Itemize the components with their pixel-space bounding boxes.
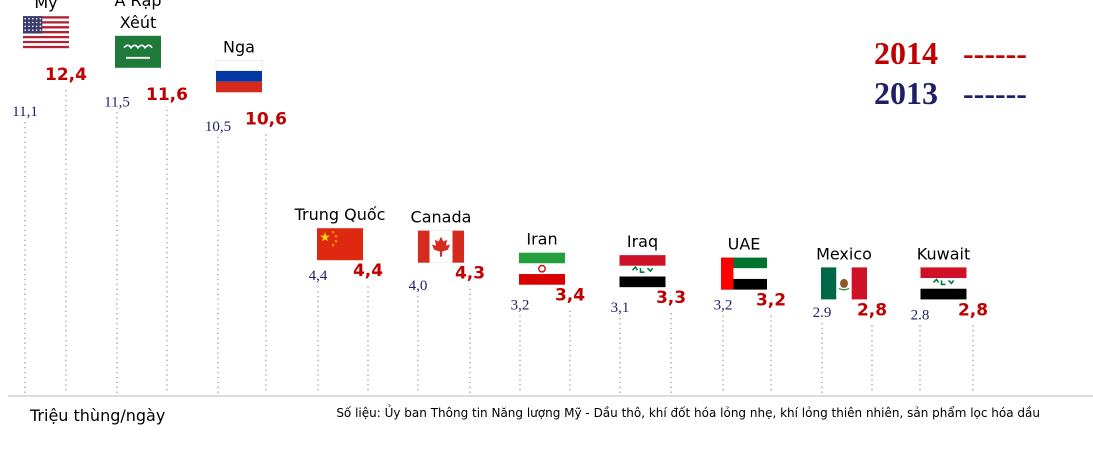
value-2013-2: 10,5 bbox=[205, 119, 231, 135]
mexico-flag bbox=[821, 267, 867, 300]
bars-layer bbox=[24, 90, 974, 394]
legend-2014-line: ------ bbox=[963, 35, 1027, 71]
value-2013-4: 4,0 bbox=[409, 278, 428, 294]
country-label-5: Iran bbox=[526, 230, 557, 249]
value-2014-9: 2,8 bbox=[958, 300, 988, 320]
labels-layer: 11,1 12,4 Mỹ 11,5 11,6 Ả Rập Xêút 10,5 10,6 Nga 4,… bbox=[12, 0, 988, 323]
value-2013-3: 4,4 bbox=[309, 268, 328, 284]
uae-flag bbox=[721, 257, 767, 290]
legend-2013-line: ------ bbox=[963, 75, 1027, 111]
value-2014-6: 3,3 bbox=[656, 288, 686, 308]
country-label-6: Iraq bbox=[627, 232, 658, 251]
china-flag bbox=[317, 228, 363, 261]
value-2014-3: 4,4 bbox=[353, 261, 383, 281]
legend-2014-label: 2014 bbox=[874, 35, 938, 71]
iraq-flag bbox=[619, 255, 666, 288]
country-label-1-1: Xêút bbox=[120, 13, 157, 32]
country-label-3: Trung Quốc bbox=[294, 205, 386, 224]
value-2013-8: 2.9 bbox=[813, 305, 832, 321]
value-2014-0: 12,4 bbox=[45, 65, 87, 85]
country-label-1-0: Ả Rập bbox=[114, 0, 161, 10]
value-2013-7: 3,2 bbox=[714, 298, 733, 314]
country-label-4: Canada bbox=[411, 208, 472, 227]
flags-layer bbox=[23, 16, 967, 300]
legend-2013-label: 2013 bbox=[874, 75, 938, 111]
value-2013-0: 11,1 bbox=[12, 104, 38, 120]
country-label-0: Mỹ bbox=[34, 0, 57, 12]
country-label-2: Nga bbox=[223, 37, 255, 56]
russia-flag bbox=[215, 60, 263, 93]
value-2014-4: 4,3 bbox=[455, 264, 485, 284]
value-2013-9: 2.8 bbox=[911, 307, 930, 323]
country-label-9: Kuwait bbox=[917, 244, 970, 263]
value-2013-1: 11,5 bbox=[104, 94, 130, 110]
unit-label: Triệu thùng/ngày bbox=[29, 406, 165, 425]
value-2014-1: 11,6 bbox=[146, 85, 188, 105]
usa-flag bbox=[23, 16, 69, 49]
value-2014-2: 10,6 bbox=[245, 109, 287, 129]
saudi-flag bbox=[115, 35, 161, 68]
country-label-8: Mexico bbox=[816, 244, 872, 263]
canada-flag bbox=[417, 230, 465, 263]
value-2013-5: 3,2 bbox=[511, 298, 530, 314]
value-2014-7: 3,2 bbox=[756, 291, 786, 311]
legend: 2014 ------ 2013 ------ bbox=[874, 35, 1027, 111]
country-label-7: UAE bbox=[728, 235, 761, 254]
value-2014-5: 3,4 bbox=[555, 286, 585, 306]
value-2013-6: 3,1 bbox=[611, 300, 630, 316]
kuwait-flag bbox=[920, 267, 967, 300]
iran-flag bbox=[519, 252, 565, 285]
source-note: Số liệu: Ủy ban Thông tin Năng lượng Mỹ … bbox=[336, 404, 1040, 420]
value-2014-8: 2,8 bbox=[857, 300, 887, 320]
